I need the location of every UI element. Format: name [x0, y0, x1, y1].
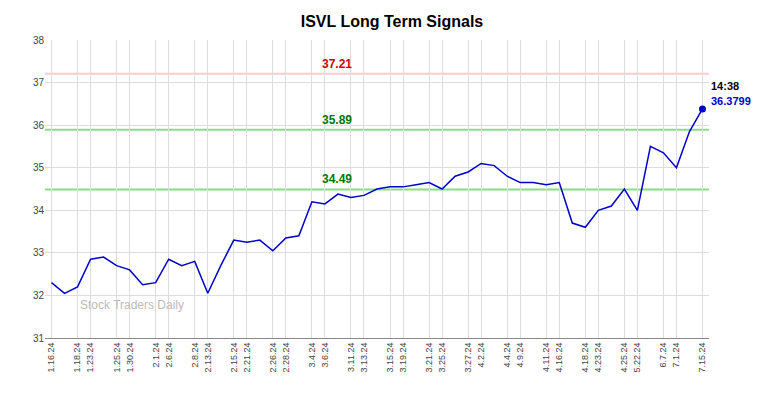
svg-text:37: 37 — [33, 77, 45, 88]
svg-text:2.1.24: 2.1.24 — [151, 343, 161, 368]
svg-text:3.27.24: 3.27.24 — [463, 343, 473, 373]
svg-text:4.23.24: 4.23.24 — [593, 343, 603, 373]
svg-text:2.28.24: 2.28.24 — [281, 343, 291, 373]
svg-text:3.6.24: 3.6.24 — [320, 343, 330, 368]
svg-text:2.21.24: 2.21.24 — [242, 343, 252, 373]
svg-text:31: 31 — [33, 333, 45, 344]
svg-text:34: 34 — [33, 205, 45, 216]
svg-text:2.26.24: 2.26.24 — [268, 343, 278, 373]
svg-text:2.8.24: 2.8.24 — [190, 343, 200, 368]
svg-text:3.15.24: 3.15.24 — [385, 343, 395, 373]
svg-text:35: 35 — [33, 162, 45, 173]
svg-text:34.49: 34.49 — [322, 172, 352, 186]
svg-text:7.1.24: 7.1.24 — [671, 343, 681, 368]
svg-text:5.22.24: 5.22.24 — [632, 343, 642, 373]
svg-text:1.16.24: 1.16.24 — [46, 343, 56, 373]
svg-text:38: 38 — [33, 35, 45, 46]
svg-text:37.21: 37.21 — [322, 57, 352, 71]
svg-text:Stock Traders Daily: Stock Traders Daily — [80, 298, 184, 312]
svg-text:2.15.24: 2.15.24 — [229, 343, 239, 373]
svg-text:32: 32 — [33, 290, 45, 301]
svg-text:4.9.24: 4.9.24 — [515, 343, 525, 368]
svg-text:4.25.24: 4.25.24 — [619, 343, 629, 373]
svg-text:14:38: 14:38 — [711, 80, 739, 92]
svg-text:3.19.24: 3.19.24 — [398, 343, 408, 373]
svg-text:2.6.24: 2.6.24 — [164, 343, 174, 368]
svg-text:2.13.24: 2.13.24 — [203, 343, 213, 373]
svg-text:7.15.24: 7.15.24 — [697, 343, 707, 373]
svg-text:4.4.24: 4.4.24 — [502, 343, 512, 368]
svg-text:36.3799: 36.3799 — [711, 95, 751, 107]
svg-text:3.25.24: 3.25.24 — [437, 343, 447, 373]
svg-text:3.21.24: 3.21.24 — [424, 343, 434, 373]
svg-text:1.18.24: 1.18.24 — [72, 343, 82, 373]
svg-text:6.7.24: 6.7.24 — [658, 343, 668, 368]
svg-text:36: 36 — [33, 120, 45, 131]
svg-text:3.4.24: 3.4.24 — [307, 343, 317, 368]
svg-text:3.11.24: 3.11.24 — [346, 343, 356, 372]
svg-text:ISVL Long Term Signals: ISVL Long Term Signals — [301, 13, 484, 30]
svg-text:33: 33 — [33, 247, 45, 258]
svg-text:4.18.24: 4.18.24 — [580, 343, 590, 373]
svg-text:3.13.24: 3.13.24 — [359, 343, 369, 373]
svg-text:4.2.24: 4.2.24 — [476, 343, 486, 368]
svg-text:35.89: 35.89 — [322, 113, 352, 127]
svg-text:1.25.24: 1.25.24 — [112, 343, 122, 373]
svg-text:4.16.24: 4.16.24 — [554, 343, 564, 373]
svg-text:1.30.24: 1.30.24 — [125, 343, 135, 373]
svg-text:1.23.24: 1.23.24 — [85, 343, 95, 373]
svg-text:4.11.24: 4.11.24 — [541, 343, 551, 372]
